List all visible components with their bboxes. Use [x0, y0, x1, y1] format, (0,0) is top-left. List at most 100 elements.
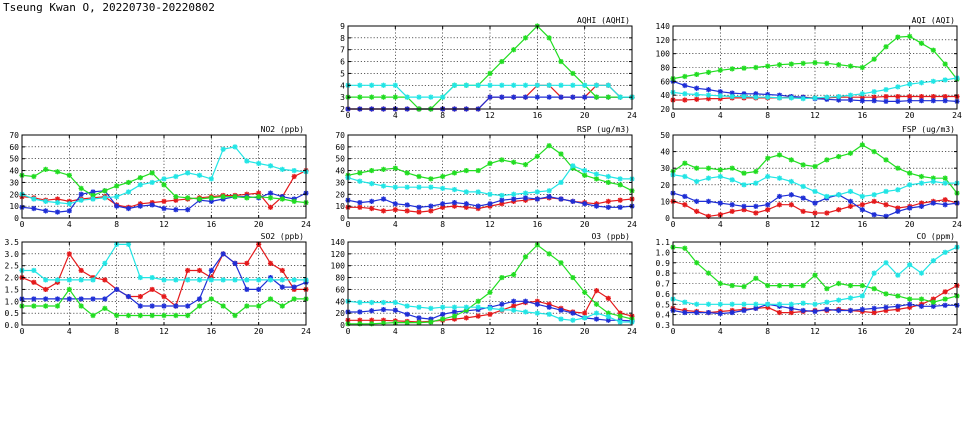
data-point	[78, 191, 84, 197]
data-point	[605, 317, 611, 323]
y-tick-label: 40	[335, 297, 345, 306]
data-point	[208, 277, 214, 283]
data-point	[416, 209, 422, 215]
x-tick-label: 24	[952, 327, 962, 336]
data-point	[546, 188, 552, 194]
data-point	[54, 277, 61, 283]
y-tick-label: 40	[9, 167, 19, 176]
data-point	[705, 92, 712, 98]
data-point	[380, 306, 387, 313]
data-point	[404, 184, 410, 190]
y-tick-label: 10	[335, 202, 345, 211]
data-point	[487, 94, 493, 100]
data-point	[291, 284, 297, 290]
data-point	[428, 176, 434, 182]
data-point	[847, 63, 854, 69]
data-point	[392, 299, 398, 306]
data-point	[605, 310, 611, 316]
data-point	[800, 162, 806, 168]
data-point	[753, 305, 759, 311]
data-point	[149, 274, 155, 281]
data-point	[729, 202, 735, 208]
x-tick-label: 4	[393, 111, 398, 120]
data-point	[883, 260, 889, 266]
data-point	[593, 288, 600, 294]
data-point	[244, 303, 250, 309]
chart-title: AQHI (AQHI)	[577, 16, 630, 25]
data-point	[546, 82, 552, 88]
data-point	[522, 82, 529, 88]
x-tick-label: 0	[346, 111, 351, 120]
data-point	[522, 94, 529, 100]
data-point	[357, 309, 363, 315]
x-tick-label: 4	[718, 111, 723, 120]
x-tick-label: 16	[207, 220, 217, 229]
series-blue	[670, 190, 960, 219]
data-point	[392, 184, 398, 190]
data-point	[149, 179, 155, 186]
data-point	[871, 192, 877, 198]
data-point	[380, 320, 387, 326]
data-point	[380, 317, 387, 323]
data-point	[812, 200, 818, 206]
data-point	[463, 189, 469, 195]
y-tick-label: 20	[660, 105, 670, 114]
data-point	[812, 95, 818, 101]
data-point	[267, 163, 274, 169]
chart-aqi: AQI (AQI) 0 4 8 12 16 20 24 20 40 60 80 100 120 140	[656, 16, 962, 120]
data-point	[196, 172, 203, 178]
data-point	[451, 186, 458, 193]
data-point	[800, 183, 806, 190]
data-point	[267, 195, 274, 201]
data-point	[208, 195, 214, 201]
data-point	[694, 178, 700, 185]
y-tick-label: 60	[9, 143, 19, 152]
data-point	[357, 299, 363, 306]
y-tick-label: 4	[340, 81, 345, 90]
data-point	[847, 282, 854, 289]
data-point	[694, 301, 700, 307]
data-point	[416, 304, 422, 310]
y-tick-label: 60	[660, 77, 670, 86]
data-point	[907, 301, 913, 307]
data-point	[137, 293, 143, 300]
data-point	[232, 144, 238, 150]
y-tick-label: 0	[340, 214, 345, 223]
data-point	[582, 82, 588, 88]
data-point	[534, 82, 540, 88]
data-point	[753, 203, 759, 209]
data-point	[511, 307, 517, 313]
data-point	[871, 270, 877, 276]
data-point	[859, 202, 865, 208]
data-point	[930, 296, 936, 302]
y-tick-label: 70	[335, 131, 345, 140]
series-cyan	[345, 163, 635, 199]
data-point	[788, 309, 794, 316]
data-point	[918, 303, 925, 309]
data-point	[859, 193, 865, 200]
data-point	[847, 203, 854, 209]
data-point	[291, 167, 297, 174]
data-point	[43, 296, 49, 302]
data-point	[918, 180, 925, 186]
data-point	[31, 303, 37, 309]
data-point	[729, 208, 735, 214]
y-tick-label: 3.0	[5, 250, 20, 259]
data-point	[836, 62, 842, 68]
data-point	[185, 170, 191, 176]
data-point	[256, 303, 262, 309]
data-point	[54, 209, 61, 215]
data-point	[895, 205, 901, 211]
data-point	[546, 311, 552, 317]
data-point	[895, 208, 901, 214]
chart-title: CO (ppm)	[916, 232, 955, 241]
x-tick-label: 24	[952, 111, 962, 120]
data-point	[369, 198, 375, 204]
data-point	[369, 94, 375, 100]
data-point	[534, 196, 540, 202]
x-tick-label: 0	[20, 327, 25, 336]
data-point	[694, 260, 700, 266]
data-point	[440, 201, 446, 207]
data-point	[682, 245, 688, 251]
data-point	[43, 303, 49, 309]
